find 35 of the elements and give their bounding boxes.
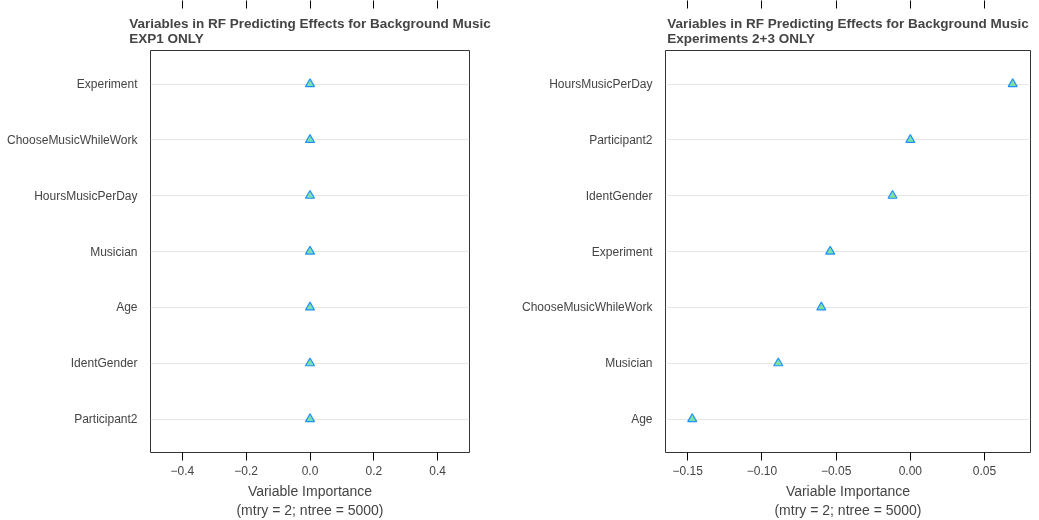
y-tick-label: ChooseMusicWhileWork xyxy=(7,132,139,147)
y-tick-label: IdentGender xyxy=(70,356,138,371)
chart-title: Variables in RF Predicting Effects for Background Music Experiments 2+3 ONLY xyxy=(667,15,1030,46)
point xyxy=(905,134,916,144)
y-tick-label: Age xyxy=(116,300,138,315)
y-tick-label: Participant2 xyxy=(589,132,653,147)
point xyxy=(687,413,698,423)
x-tick-label: 0.0 xyxy=(301,463,319,478)
chart-title: Variables in RF Predicting Effects for Background Music EXP1 ONLY xyxy=(129,15,492,46)
x-tick-label: −0.15 xyxy=(672,463,704,478)
x-tick-label: 0.4 xyxy=(429,463,447,478)
point xyxy=(887,189,898,199)
y-tick-label: ChooseMusicWhileWork xyxy=(522,300,654,315)
x-tick-label: −0.05 xyxy=(820,463,852,478)
x-tick-label: −0.10 xyxy=(746,463,778,478)
x-tick-label: 0.00 xyxy=(898,463,923,478)
y-tick-label: HoursMusicPerDay xyxy=(34,188,138,203)
point xyxy=(825,245,836,255)
x-tick-label: 0.2 xyxy=(365,463,383,478)
y-tick-label: IdentGender xyxy=(585,188,653,203)
point xyxy=(1007,78,1018,88)
point xyxy=(773,357,784,367)
point xyxy=(816,301,827,311)
y-tick-label: Age xyxy=(631,412,653,426)
x-tick-label: 0.05 xyxy=(972,463,997,478)
y-tick-label: Musician xyxy=(90,244,138,259)
y-tick-label: Experiment xyxy=(591,244,654,259)
x-tick-label: −0.4 xyxy=(170,463,195,478)
x-tick-label: −0.2 xyxy=(234,463,259,478)
y-tick-label: HoursMusicPerDay xyxy=(549,77,653,91)
y-tick-label: Experiment xyxy=(76,77,139,91)
y-tick-label: Participant2 xyxy=(74,412,138,426)
y-tick-label: Musician xyxy=(605,356,653,371)
x-axis-title: Variable Importance (mtry = 2; ntree = 5000) xyxy=(774,482,922,518)
x-axis-title: Variable Importance (mtry = 2; ntree = 5000) xyxy=(236,482,384,518)
